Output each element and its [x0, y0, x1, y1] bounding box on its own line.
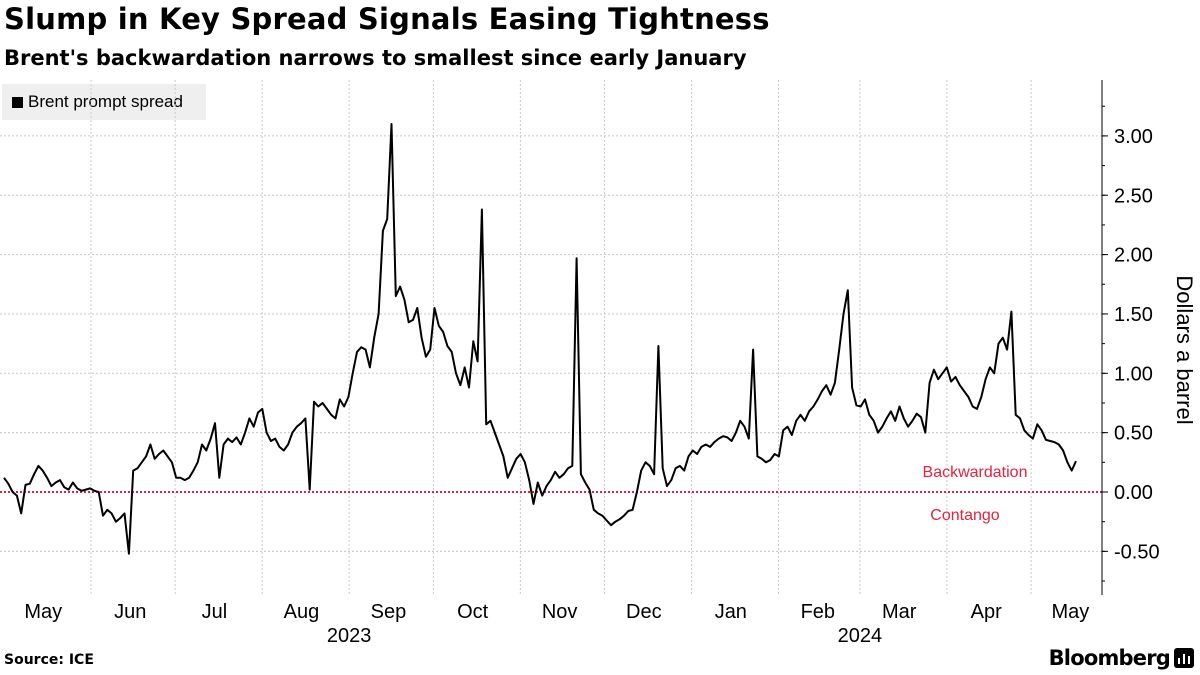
x-tick-labels: May Jun Jul Aug Sep Oct Nov Dec Jan Feb Mar Apr May 2… [24, 601, 1089, 647]
legend-swatch [12, 96, 23, 108]
x-tick-label: Sep [371, 601, 407, 623]
y-tick-label: 3.00 [1114, 126, 1153, 148]
year-label: 2023 [327, 625, 372, 647]
y-axis [1101, 80, 1108, 595]
series-line-brent-prompt-spread [3, 123, 1077, 555]
y-axis-label: Dollars a barrel [1172, 275, 1197, 424]
y-tick-label: 2.50 [1114, 185, 1153, 207]
y-tick-label: 1.00 [1114, 363, 1153, 385]
x-tick-label: Jan [715, 601, 747, 623]
x-tick-label: Jun [114, 601, 146, 623]
legend-label: Brent prompt spread [28, 92, 183, 111]
y-tick-labels: 3.00 2.50 2.00 1.50 1.00 0.50 0.00 -0.50 [1114, 126, 1160, 563]
y-tick-label: 2.00 [1114, 245, 1153, 267]
x-tick-label: Aug [284, 601, 320, 623]
y-tick-label: 0.00 [1114, 482, 1153, 504]
x-tick-label: Oct [457, 601, 489, 623]
x-tick-label: Jul [202, 601, 228, 623]
y-tick-label: 1.50 [1114, 304, 1153, 326]
y-tick-label: -0.50 [1114, 541, 1160, 563]
x-tick-label: Apr [971, 601, 1002, 623]
bloomberg-logo: Bloomberg [1048, 646, 1171, 670]
chart-title: Slump in Key Spread Signals Easing Tight… [4, 2, 770, 36]
x-tick-label: Nov [542, 601, 578, 623]
legend: Brent prompt spread [2, 84, 206, 120]
y-tick-label: 0.50 [1114, 423, 1153, 445]
year-label: 2024 [838, 625, 883, 647]
x-tick-label: Dec [626, 601, 662, 623]
x-tick-label: Mar [882, 601, 917, 623]
chart-subtitle: Brent's backwardation narrows to smalles… [4, 46, 747, 70]
backwardation-annotation: Backwardation [923, 464, 1028, 481]
bloomberg-terminal-icon [1174, 648, 1194, 668]
gridlines [0, 80, 1102, 595]
x-tick-label: May [1051, 601, 1089, 623]
source-note: Source: ICE [4, 652, 94, 668]
x-tick-label: May [24, 601, 62, 623]
contango-annotation: Contango [930, 507, 999, 524]
x-tick-label: Feb [801, 601, 835, 623]
